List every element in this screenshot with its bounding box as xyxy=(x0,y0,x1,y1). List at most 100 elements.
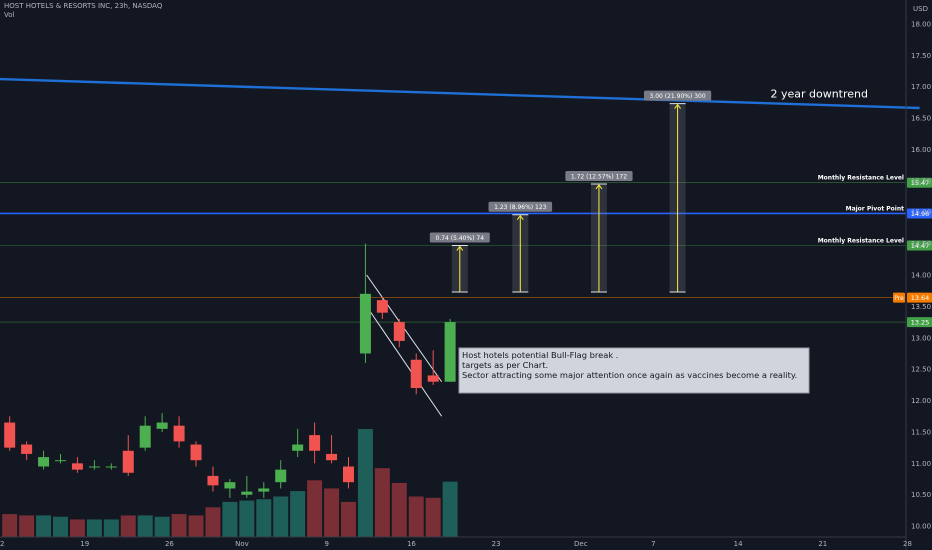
symbol-title: HOST HOTELS & RESORTS INC, 23h, NASDAQ xyxy=(4,2,163,10)
trendline-group: 2 year downtrend xyxy=(0,77,920,110)
level-label: Monthly Resistance Level xyxy=(818,237,904,244)
y-tick-label: 12.00 xyxy=(911,397,931,405)
candle-body xyxy=(309,435,321,451)
note-line: Host hotels potential Bull-Flag break . xyxy=(462,350,618,360)
target-arrow-head xyxy=(456,245,464,251)
candle-body xyxy=(427,375,439,382)
currency-label: USD xyxy=(913,5,928,13)
y-tick-label: 14.00 xyxy=(911,272,931,280)
volume-bar xyxy=(120,515,136,537)
candle-body xyxy=(122,450,134,473)
target-label: 1.23 (8.96%) 123 xyxy=(494,204,547,211)
candle-body xyxy=(88,466,100,468)
pre-tag-text: Pre xyxy=(894,295,904,302)
y-tick-label: 11.00 xyxy=(911,460,931,468)
volume-bar xyxy=(324,488,340,537)
channel-line xyxy=(366,306,443,417)
target-arrow-head xyxy=(595,184,603,190)
level-price-tag xyxy=(907,292,932,303)
level-label: Monthly Resistance Level xyxy=(818,175,904,182)
candle-body xyxy=(359,293,371,354)
volume-bar xyxy=(290,491,306,537)
candle-body xyxy=(207,475,219,486)
target-label-box xyxy=(429,232,490,243)
candle-body xyxy=(173,425,185,442)
candle-body xyxy=(292,444,304,451)
y-tick-label: 16.50 xyxy=(911,115,931,123)
volume-bar xyxy=(222,501,238,537)
volume-bar xyxy=(273,496,289,537)
candle-body xyxy=(38,457,50,467)
target-label-box xyxy=(488,201,553,212)
note-background xyxy=(458,347,810,394)
candle-body xyxy=(326,453,338,461)
time-axis: 12 19 26 Nov 9 16 23 Dec 7 14 21 28 xyxy=(0,536,912,548)
volume-label: Vol xyxy=(4,11,15,19)
x-tick-label: 16 xyxy=(407,540,416,548)
candle-body xyxy=(241,491,253,495)
volume-bar xyxy=(391,483,407,537)
y-tick-label: 16.00 xyxy=(911,146,931,154)
y-tick-label: 17.50 xyxy=(911,52,931,60)
candle-body xyxy=(139,425,151,448)
volume-bar xyxy=(357,429,373,537)
volume-bar xyxy=(239,500,255,537)
y-tick-label: 15.00 xyxy=(911,209,931,217)
target-label: 0.74 (5.40%) 74 xyxy=(436,235,485,242)
note-box: Host hotels potential Bull-Flag break .t… xyxy=(458,347,810,394)
y-tick-label: 18.00 xyxy=(911,20,931,28)
volume-bar xyxy=(137,515,153,537)
volume-bar xyxy=(154,516,170,537)
candle-body xyxy=(275,469,287,483)
volume-bar xyxy=(256,499,272,537)
downtrend-line xyxy=(0,77,920,110)
targets: 0.74 (5.40%) 74 1.23 (8.96%) 123 1.72 (12.… xyxy=(429,90,712,293)
candle-body xyxy=(342,466,354,483)
volume-bar xyxy=(188,515,204,537)
candle-body xyxy=(4,422,16,448)
note-line: targets as per Chart. xyxy=(462,360,548,370)
level-price-tag-text: 13.25 xyxy=(911,319,930,327)
volume-bar xyxy=(374,468,390,537)
candle-body xyxy=(55,460,66,462)
candle-body xyxy=(444,322,456,382)
x-tick-label: Dec xyxy=(574,540,588,548)
volume-bar xyxy=(425,497,441,537)
target-arrow-head xyxy=(516,214,524,221)
volume-bar xyxy=(408,496,424,537)
volume-bar xyxy=(36,515,52,537)
x-tick-label: 7 xyxy=(651,540,655,548)
target-arrow-head xyxy=(674,103,681,109)
candle-body xyxy=(71,463,83,470)
price-axis: 18.00 17.50 17.00 16.50 16.00 15.50 15.00 14.50… xyxy=(905,0,931,550)
target-label: 1.72 (12.57%) 172 xyxy=(571,173,627,180)
volume-bar xyxy=(307,480,323,537)
y-tick-label: 13.50 xyxy=(911,303,931,311)
level-price-tag-text: 14.98 xyxy=(911,210,930,218)
volume-bar xyxy=(86,519,102,537)
volume-bar xyxy=(53,516,68,537)
level-price-tag-text: 15.47 xyxy=(911,179,930,187)
y-tick-label: 14.50 xyxy=(911,240,931,248)
volume-bar xyxy=(69,519,85,537)
target-label-box xyxy=(565,170,633,181)
candle-body xyxy=(21,444,33,454)
level-price-tag xyxy=(907,177,932,188)
level-label: Major Pivot Point xyxy=(846,205,905,212)
x-tick-label: 28 xyxy=(903,540,912,548)
x-tick-label: 14 xyxy=(734,540,743,548)
candle-body xyxy=(156,422,168,429)
candle-body xyxy=(190,444,202,461)
candle-body xyxy=(410,359,422,389)
candles xyxy=(4,243,456,498)
candle-body xyxy=(224,482,236,489)
volume-bar xyxy=(2,514,18,537)
x-tick-label: 19 xyxy=(80,540,89,548)
level-price-tag xyxy=(907,208,932,219)
chart-header: HOST HOTELS & RESORTS INC, 23h, NASDAQ V… xyxy=(4,2,162,20)
y-tick-label: 15.50 xyxy=(911,177,931,185)
y-tick-label: 10.50 xyxy=(911,491,931,499)
y-tick-label: 17.00 xyxy=(911,83,931,91)
